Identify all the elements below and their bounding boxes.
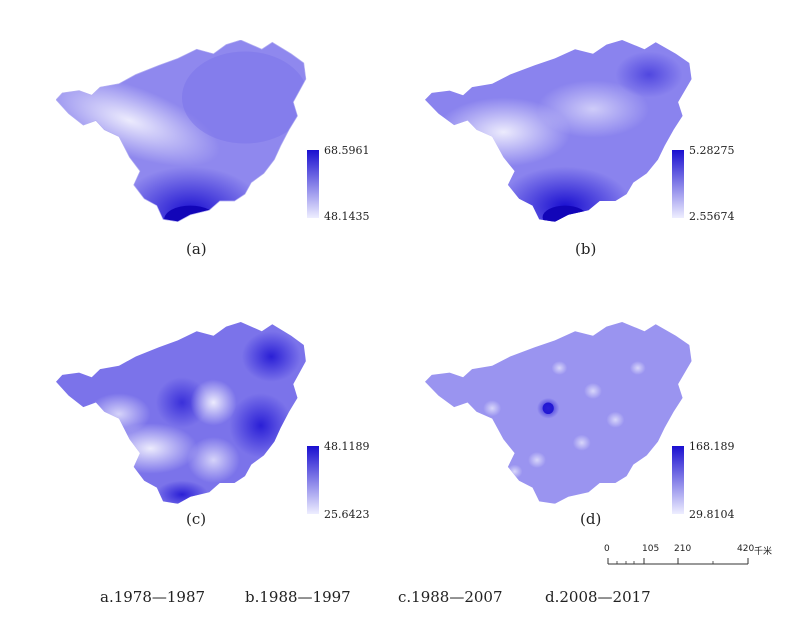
scale-tick-0: 0 (604, 544, 610, 554)
legend-gradient-a (307, 150, 319, 218)
legend-gradient-b (672, 150, 684, 218)
panel-label-d: (d) (580, 510, 602, 528)
choropleth-map-a (56, 40, 307, 223)
map-panel-b: 5.28275 2.55674 (b) (425, 40, 755, 270)
legend-max-b: 5.28275 (689, 144, 735, 157)
choropleth-map-d (425, 322, 692, 504)
panel-label-c: (c) (186, 510, 207, 528)
period-captions: a.1978—1987 b.1988—1997 c.1988—2007 d.20… (100, 588, 680, 610)
period-a: a.1978—1987 (100, 588, 206, 606)
map-panel-d: 168.189 29.8104 (d) (425, 322, 755, 537)
legend-gradient-d (672, 446, 684, 514)
period-d: d.2008—2017 (545, 588, 651, 606)
period-c: c.1988—2007 (398, 588, 503, 606)
choropleth-map-b (425, 40, 692, 222)
scale-bar-line (607, 558, 749, 565)
legend-gradient-c (307, 446, 319, 514)
legend-min-b: 2.55674 (689, 210, 735, 223)
legend-min-d: 29.8104 (689, 508, 735, 521)
legend-min-a: 48.1435 (324, 210, 370, 223)
legend-max-d: 168.189 (689, 440, 735, 453)
choropleth-map-c (56, 322, 306, 504)
panel-label-a: (a) (186, 240, 207, 258)
panel-label-b: (b) (575, 240, 597, 258)
period-b: b.1988—1997 (245, 588, 351, 606)
legend-min-c: 25.6423 (324, 508, 370, 521)
scale-tick-420: 420 (737, 544, 755, 554)
map-panel-a: 68.5961 48.1435 (a) (56, 40, 370, 270)
legend-max-a: 68.5961 (324, 144, 370, 157)
scale-tick-105: 105 (642, 544, 660, 554)
legend-max-c: 48.1189 (324, 440, 370, 453)
scale-unit: 千米 (754, 547, 773, 557)
map-panel-c: 48.1189 25.6423 (c) (56, 322, 386, 537)
scale-tick-210: 210 (674, 544, 692, 554)
scale-bar: 0 105 210 420 千米 (604, 542, 776, 572)
